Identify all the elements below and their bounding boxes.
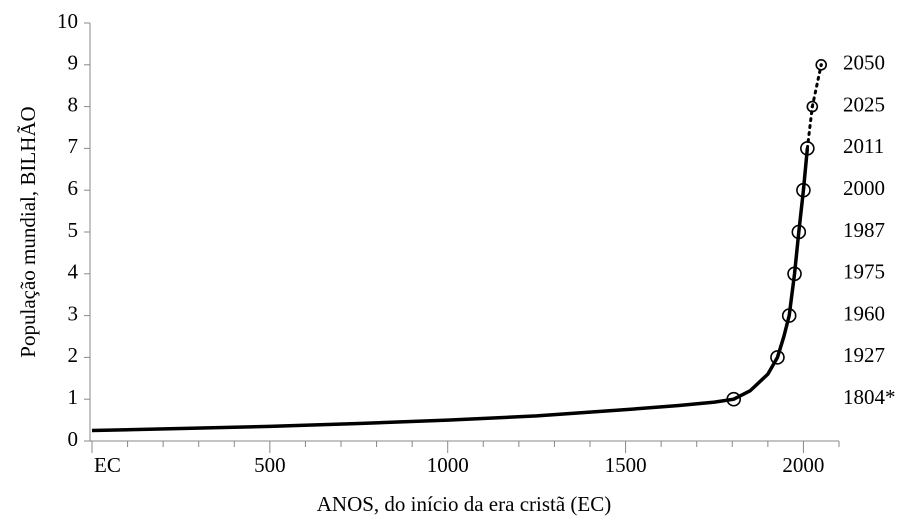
milestone-label: 1975 — [843, 260, 885, 284]
milestone-marker — [806, 100, 819, 113]
milestone-marker — [791, 224, 807, 240]
milestone-label: 1960 — [843, 301, 885, 325]
y-tick-label: 8 — [68, 92, 79, 116]
y-tick-label: 2 — [68, 343, 79, 367]
y-tick-label: 7 — [68, 134, 79, 158]
milestone-marker — [815, 59, 828, 71]
x-tick-label: 1000 — [427, 453, 469, 477]
line-series — [91, 148, 810, 433]
y-tick-label: 1 — [68, 385, 79, 409]
milestone-marker — [770, 350, 785, 365]
milestone-label: 2011 — [843, 134, 884, 158]
milestone-marker — [800, 141, 815, 156]
x-tick-label: EC — [94, 453, 121, 477]
milestone-label: 1804* — [843, 385, 896, 409]
milestone-dot — [819, 63, 823, 67]
y-tick-label: 10 — [57, 9, 78, 33]
x-tick-label: 500 — [254, 453, 286, 477]
y-tick-label: 6 — [68, 176, 79, 200]
y-axis-title: População mundial, BILHÃO — [16, 106, 40, 357]
y-tick-label: 0 — [68, 427, 79, 451]
y-tick-label: 5 — [68, 218, 79, 242]
milestone-label: 1987 — [843, 218, 885, 242]
x-tick-label: 1500 — [605, 453, 647, 477]
y-tick-label: 3 — [68, 301, 79, 325]
milestone-label: 2050 — [843, 51, 885, 75]
milestone-marker — [787, 266, 802, 282]
milestone-marker — [726, 391, 742, 407]
milestone-marker — [796, 182, 811, 198]
milestone-label: 2025 — [843, 92, 885, 116]
milestone-dot — [810, 105, 814, 109]
line-series — [805, 63, 823, 150]
x-tick-label: 2000 — [782, 453, 824, 477]
y-tick-label: 4 — [68, 260, 79, 284]
milestone-label: 1927 — [843, 343, 885, 367]
milestone-marker — [781, 308, 797, 323]
milestone-label: 2000 — [843, 176, 885, 200]
x-axis-title: ANOS, do início da era cristã (EC) — [317, 492, 612, 516]
y-tick-label: 9 — [68, 51, 79, 75]
